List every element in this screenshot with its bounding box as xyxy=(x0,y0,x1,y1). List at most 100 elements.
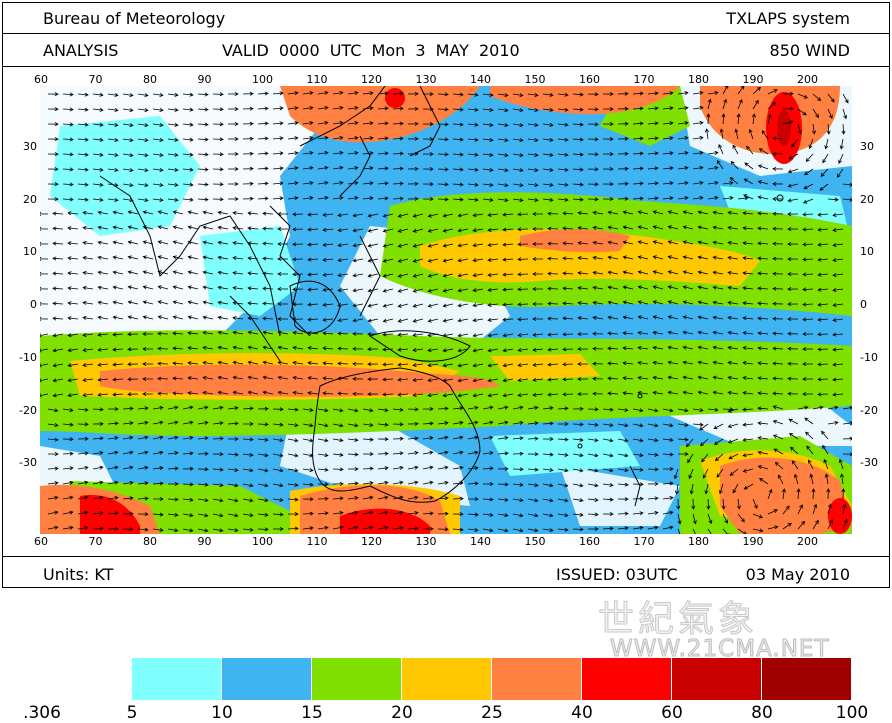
wind-arrow xyxy=(212,182,224,187)
wind-arrow xyxy=(772,211,784,216)
wind-arrow xyxy=(542,513,554,518)
wind-arrow xyxy=(62,437,74,442)
wind-arrow xyxy=(442,288,454,293)
wind-arrow xyxy=(637,330,649,335)
wind-arrow xyxy=(832,392,844,397)
wind-arrow xyxy=(377,525,389,530)
wind-arrow xyxy=(803,183,814,190)
wind-arrow xyxy=(808,138,814,150)
wind-arrow xyxy=(227,513,239,518)
wind-arrow xyxy=(757,465,769,470)
wind-arrow xyxy=(422,526,434,531)
wind-arrow xyxy=(427,348,439,353)
lon-tick-label: 70 xyxy=(88,73,103,86)
wind-arrow xyxy=(841,488,846,500)
wind-arrow xyxy=(804,417,814,425)
wind-arrow xyxy=(622,255,634,260)
wind-arrow xyxy=(647,467,659,472)
wind-arrow xyxy=(712,360,724,365)
wind-arrow xyxy=(547,392,559,397)
wind-arrow xyxy=(307,361,319,366)
wind-arrow xyxy=(137,123,149,128)
wind-arrow xyxy=(202,255,214,260)
wind-arrow xyxy=(77,107,89,112)
wind-arrow xyxy=(427,273,439,278)
wind-arrow xyxy=(517,333,529,338)
wind-arrow xyxy=(673,468,679,480)
wind-arrow xyxy=(542,122,554,127)
wind-arrow xyxy=(112,240,124,245)
wind-arrow xyxy=(167,107,179,112)
wind-arrow xyxy=(677,422,689,427)
lon-tick-label: 170 xyxy=(633,73,655,86)
wind-arrow xyxy=(805,153,814,163)
wind-arrow xyxy=(92,92,104,97)
wind-arrow xyxy=(746,145,754,155)
wind-arrow xyxy=(187,255,199,260)
wind-arrow xyxy=(40,226,49,231)
wind-arrow xyxy=(817,332,829,337)
wind-arrow xyxy=(752,99,759,110)
wind-arrow xyxy=(347,151,359,156)
wind-arrow xyxy=(332,135,344,140)
wind-arrow xyxy=(707,90,719,95)
wind-arrow xyxy=(232,330,244,335)
wind-arrow xyxy=(607,331,619,336)
wind-arrow xyxy=(772,361,784,366)
wind-arrow xyxy=(797,93,808,99)
wind-arrow xyxy=(172,270,184,275)
wind-arrow xyxy=(547,226,559,231)
wind-arrow xyxy=(706,113,711,125)
wind-arrow xyxy=(773,448,784,455)
wind-arrow xyxy=(737,86,745,95)
wind-arrow xyxy=(487,227,499,232)
wind-arrow xyxy=(92,480,104,485)
wind-arrow xyxy=(142,300,154,305)
legend-swatch xyxy=(222,658,312,700)
wind-arrow xyxy=(502,227,514,232)
wind-arrow xyxy=(587,526,599,531)
wind-arrow xyxy=(322,212,334,217)
wind-arrow xyxy=(197,92,209,97)
wind-arrow xyxy=(587,497,599,502)
wind-arrow xyxy=(287,497,299,502)
wind-arrow xyxy=(92,421,104,426)
wind-arrow xyxy=(692,165,704,170)
wind-arrow xyxy=(457,228,469,233)
wind-arrow xyxy=(232,360,244,365)
wind-arrow xyxy=(362,452,374,457)
wind-arrow xyxy=(272,422,284,427)
wind-arrow xyxy=(47,452,59,457)
wind-arrow xyxy=(602,182,614,187)
wind-arrow xyxy=(262,360,274,365)
wind-arrow xyxy=(47,422,59,428)
wind-arrow xyxy=(62,107,74,112)
wind-arrow xyxy=(677,437,689,442)
wind-arrow xyxy=(721,498,726,510)
wind-arrow xyxy=(127,377,139,382)
wind-arrow xyxy=(587,152,599,157)
wind-arrow xyxy=(572,182,584,187)
wind-arrow xyxy=(142,225,154,230)
wind-arrow xyxy=(82,392,94,398)
wind-arrow xyxy=(392,91,404,96)
wind-arrow xyxy=(47,495,59,500)
wind-arrow xyxy=(652,270,664,275)
wind-arrow xyxy=(632,121,644,126)
wind-arrow xyxy=(422,182,434,187)
wind-arrow xyxy=(212,92,224,97)
wind-arrow xyxy=(572,92,584,97)
wind-arrow xyxy=(637,255,649,260)
wind-arrow xyxy=(232,375,244,380)
wind-arrow xyxy=(82,285,94,290)
wind-arrow xyxy=(62,122,74,127)
wind-arrow xyxy=(667,360,679,365)
wind-arrow xyxy=(743,178,754,185)
wind-arrow xyxy=(437,421,449,426)
wind-arrow xyxy=(407,196,419,201)
wind-arrow xyxy=(67,301,79,306)
wind-arrow xyxy=(287,423,299,428)
wind-arrow xyxy=(757,331,769,336)
wind-arrow xyxy=(712,225,724,230)
wind-arrow xyxy=(182,107,194,112)
